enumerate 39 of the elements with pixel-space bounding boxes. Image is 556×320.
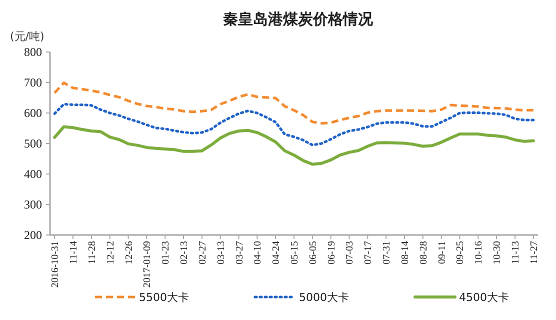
legend-label: 5000大卡 <box>299 291 349 304</box>
x-tick-label: 08-28 <box>418 241 430 264</box>
x-tick-label: 03-27 <box>234 241 246 264</box>
x-tick-label: 03-13 <box>216 241 227 264</box>
x-tick-label: 09-11 <box>436 241 448 264</box>
x-tick-label: 11-28 <box>86 241 98 264</box>
legend-label: 4500大卡 <box>459 291 509 304</box>
x-tick-label: 11-14 <box>68 241 80 264</box>
x-tick-label: 06-05 <box>308 241 319 264</box>
y-tick-label: 200 <box>24 228 42 242</box>
x-tick-label: 10-30 <box>492 241 504 264</box>
y-tick-label: 500 <box>24 136 42 150</box>
y-tick-label: 700 <box>24 76 42 90</box>
x-tick-label: 07-31 <box>382 241 393 264</box>
x-tick-label: 09-25 <box>455 241 466 264</box>
x-tick-label: 08-14 <box>400 241 411 264</box>
x-tick-label: 10-16 <box>474 241 485 264</box>
x-tick-label: 07-03 <box>344 241 356 264</box>
x-tick-label: 04-24 <box>271 241 282 264</box>
x-tick-label: 2016-10-31 <box>50 241 62 288</box>
x-tick-label: 12-26 <box>124 241 135 264</box>
x-tick-label: 11-13 <box>510 241 522 264</box>
y-tick-label: 800 <box>24 45 42 59</box>
x-tick-label: 04-10 <box>252 241 264 264</box>
x-tick-label: 07-17 <box>363 241 374 264</box>
x-tick-label: 01-23 <box>160 241 172 264</box>
legend-label: 5500大卡 <box>139 291 189 304</box>
x-tick-label: 06-19 <box>326 241 338 264</box>
y-axis-title: (元/吨) <box>10 30 44 43</box>
x-tick-label: 12-12 <box>105 241 116 264</box>
x-tick-label: 11-27 <box>528 241 540 264</box>
x-tick-label: 02-13 <box>179 241 190 264</box>
chart-title: 秦皇岛港煤炭价格情况 <box>223 10 374 28</box>
x-tick-label: 2017-01-09 <box>142 241 154 288</box>
y-tick-label: 400 <box>24 167 42 181</box>
x-tick-label: 05-15 <box>290 241 300 264</box>
y-tick-label: 300 <box>24 198 42 212</box>
x-tick-label: 02-27 <box>197 241 208 264</box>
y-tick-label: 600 <box>24 106 42 120</box>
